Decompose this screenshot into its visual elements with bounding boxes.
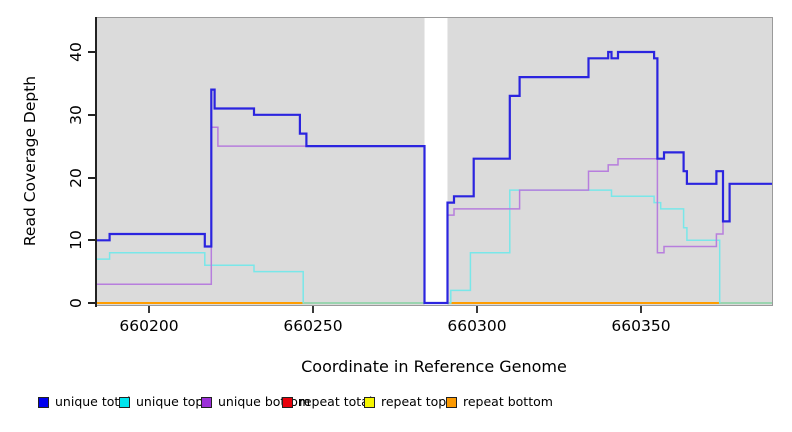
legend-swatch-icon	[282, 396, 293, 408]
x-tick-label: 660200	[119, 317, 179, 335]
legend-item-repeat-total: repeat total	[282, 394, 373, 409]
legend-item-repeat-top: repeat top	[364, 394, 447, 409]
series-unique-total	[96, 50, 772, 305]
legend-label: unique top	[136, 394, 204, 409]
series-unique-top	[96, 189, 772, 304]
x-tick-label: 660250	[283, 317, 343, 335]
y-tick-mark	[88, 113, 95, 116]
y-axis-line	[95, 17, 97, 307]
legend-label: repeat bottom	[463, 394, 553, 409]
y-tick-label: 20	[67, 167, 85, 188]
x-tick-mark	[148, 306, 150, 313]
legend-label: unique total	[55, 394, 131, 409]
legend-swatch-icon	[119, 396, 130, 408]
y-tick-mark	[88, 51, 95, 53]
coverage-lines-svg	[96, 18, 772, 305]
y-tick-label: 30	[67, 104, 85, 125]
y-tick-label: 40	[67, 42, 85, 62]
y-tick-mark	[88, 302, 95, 304]
y-axis-title: Read Coverage Depth	[21, 75, 39, 247]
x-tick-label: 660350	[611, 317, 671, 335]
y-tick-mark	[88, 239, 95, 242]
y-tick-label: 10	[67, 230, 85, 251]
legend-item-unique-total: unique total	[38, 394, 131, 409]
x-tick-mark	[312, 306, 314, 313]
legend-swatch-icon	[364, 396, 375, 408]
x-axis-title: Coordinate in Reference Genome	[301, 357, 567, 376]
legend-swatch-icon	[201, 396, 212, 408]
no-data-gap-band	[424, 18, 448, 305]
plot-panel	[95, 17, 773, 306]
legend-label: repeat top	[381, 394, 447, 409]
x-tick-mark	[476, 306, 478, 313]
x-tick-mark	[640, 306, 642, 313]
legend-swatch-icon	[38, 396, 49, 408]
legend-label: repeat total	[299, 394, 373, 409]
legend-swatch-icon	[446, 396, 457, 408]
y-tick-mark	[88, 176, 95, 179]
legend-item-repeat-bottom: repeat bottom	[446, 394, 553, 409]
y-tick-label: 0	[67, 298, 85, 308]
x-tick-label: 660300	[447, 317, 507, 335]
legend-item-unique-top: unique top	[119, 394, 204, 409]
